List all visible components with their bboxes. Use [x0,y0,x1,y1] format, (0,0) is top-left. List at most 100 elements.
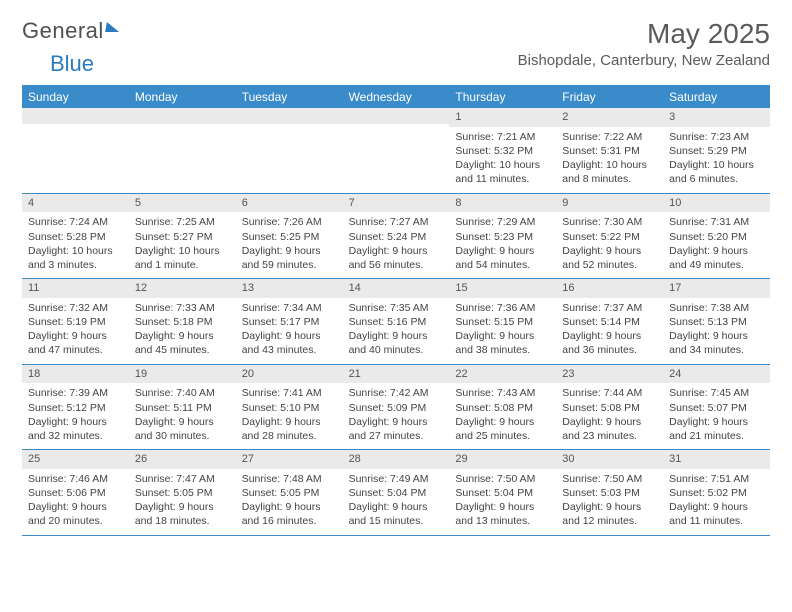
day-cell: 3Sunrise: 7:23 AMSunset: 5:29 PMDaylight… [663,108,770,193]
sunrise-text: Sunrise: 7:32 AM [28,301,123,315]
day-number: 17 [663,279,770,298]
day-body: Sunrise: 7:27 AMSunset: 5:24 PMDaylight:… [343,212,450,278]
day-cell: 15Sunrise: 7:36 AMSunset: 5:15 PMDayligh… [449,279,556,364]
day-body: Sunrise: 7:45 AMSunset: 5:07 PMDaylight:… [663,383,770,449]
sunrise-text: Sunrise: 7:22 AM [562,130,657,144]
day-body [343,124,450,184]
sunset-text: Sunset: 5:27 PM [135,230,230,244]
weekday-tue: Tuesday [236,86,343,108]
day-cell [22,108,129,193]
weekday-wed: Wednesday [343,86,450,108]
sunset-text: Sunset: 5:08 PM [562,401,657,415]
day-body: Sunrise: 7:41 AMSunset: 5:10 PMDaylight:… [236,383,343,449]
day-number: 4 [22,194,129,213]
daylight-text: Daylight: 9 hours and 45 minutes. [135,329,230,357]
sunrise-text: Sunrise: 7:26 AM [242,215,337,229]
day-cell: 10Sunrise: 7:31 AMSunset: 5:20 PMDayligh… [663,194,770,279]
sunrise-text: Sunrise: 7:43 AM [455,386,550,400]
daylight-text: Daylight: 9 hours and 11 minutes. [669,500,764,528]
day-number: 14 [343,279,450,298]
weekday-thu: Thursday [449,86,556,108]
sunrise-text: Sunrise: 7:34 AM [242,301,337,315]
day-body: Sunrise: 7:42 AMSunset: 5:09 PMDaylight:… [343,383,450,449]
day-body: Sunrise: 7:44 AMSunset: 5:08 PMDaylight:… [556,383,663,449]
daylight-text: Daylight: 9 hours and 28 minutes. [242,415,337,443]
daylight-text: Daylight: 9 hours and 54 minutes. [455,244,550,272]
day-number: 2 [556,108,663,127]
day-cell: 30Sunrise: 7:50 AMSunset: 5:03 PMDayligh… [556,450,663,535]
sunset-text: Sunset: 5:07 PM [669,401,764,415]
daylight-text: Daylight: 9 hours and 36 minutes. [562,329,657,357]
day-body: Sunrise: 7:21 AMSunset: 5:32 PMDaylight:… [449,127,556,193]
sunset-text: Sunset: 5:04 PM [349,486,444,500]
sunrise-text: Sunrise: 7:47 AM [135,472,230,486]
sunrise-text: Sunrise: 7:41 AM [242,386,337,400]
day-number: 28 [343,450,450,469]
daylight-text: Daylight: 9 hours and 18 minutes. [135,500,230,528]
day-body: Sunrise: 7:25 AMSunset: 5:27 PMDaylight:… [129,212,236,278]
weekday-header: Sunday Monday Tuesday Wednesday Thursday… [22,85,770,108]
daylight-text: Daylight: 9 hours and 15 minutes. [349,500,444,528]
day-body: Sunrise: 7:29 AMSunset: 5:23 PMDaylight:… [449,212,556,278]
day-cell: 1Sunrise: 7:21 AMSunset: 5:32 PMDaylight… [449,108,556,193]
day-number: 16 [556,279,663,298]
sunset-text: Sunset: 5:10 PM [242,401,337,415]
day-body: Sunrise: 7:37 AMSunset: 5:14 PMDaylight:… [556,298,663,364]
sunset-text: Sunset: 5:08 PM [455,401,550,415]
day-number: 19 [129,365,236,384]
day-number [343,108,450,124]
sunrise-text: Sunrise: 7:48 AM [242,472,337,486]
day-number: 23 [556,365,663,384]
daylight-text: Daylight: 9 hours and 56 minutes. [349,244,444,272]
sunrise-text: Sunrise: 7:21 AM [455,130,550,144]
day-cell: 27Sunrise: 7:48 AMSunset: 5:05 PMDayligh… [236,450,343,535]
sunset-text: Sunset: 5:19 PM [28,315,123,329]
daylight-text: Daylight: 9 hours and 25 minutes. [455,415,550,443]
weeks-container: 1Sunrise: 7:21 AMSunset: 5:32 PMDaylight… [22,108,770,536]
sunset-text: Sunset: 5:18 PM [135,315,230,329]
sunrise-text: Sunrise: 7:25 AM [135,215,230,229]
daylight-text: Daylight: 10 hours and 1 minute. [135,244,230,272]
sunset-text: Sunset: 5:22 PM [562,230,657,244]
day-cell: 2Sunrise: 7:22 AMSunset: 5:31 PMDaylight… [556,108,663,193]
location-text: Bishopdale, Canterbury, New Zealand [518,52,770,69]
daylight-text: Daylight: 9 hours and 52 minutes. [562,244,657,272]
sunrise-text: Sunrise: 7:30 AM [562,215,657,229]
day-cell [236,108,343,193]
day-number: 25 [22,450,129,469]
day-body: Sunrise: 7:38 AMSunset: 5:13 PMDaylight:… [663,298,770,364]
day-body: Sunrise: 7:22 AMSunset: 5:31 PMDaylight:… [556,127,663,193]
day-cell: 22Sunrise: 7:43 AMSunset: 5:08 PMDayligh… [449,365,556,450]
day-number: 30 [556,450,663,469]
day-cell: 20Sunrise: 7:41 AMSunset: 5:10 PMDayligh… [236,365,343,450]
day-cell [343,108,450,193]
day-body: Sunrise: 7:24 AMSunset: 5:28 PMDaylight:… [22,212,129,278]
daylight-text: Daylight: 9 hours and 16 minutes. [242,500,337,528]
sunrise-text: Sunrise: 7:35 AM [349,301,444,315]
day-cell: 26Sunrise: 7:47 AMSunset: 5:05 PMDayligh… [129,450,236,535]
day-number [22,108,129,124]
sunset-text: Sunset: 5:31 PM [562,144,657,158]
day-body: Sunrise: 7:46 AMSunset: 5:06 PMDaylight:… [22,469,129,535]
calendar-page: General May 2025 Bishopdale, Canterbury,… [0,0,792,546]
daylight-text: Daylight: 9 hours and 21 minutes. [669,415,764,443]
day-cell: 11Sunrise: 7:32 AMSunset: 5:19 PMDayligh… [22,279,129,364]
week-row: 4Sunrise: 7:24 AMSunset: 5:28 PMDaylight… [22,194,770,280]
week-row: 25Sunrise: 7:46 AMSunset: 5:06 PMDayligh… [22,450,770,536]
day-cell: 29Sunrise: 7:50 AMSunset: 5:04 PMDayligh… [449,450,556,535]
day-number: 18 [22,365,129,384]
day-number [236,108,343,124]
sunrise-text: Sunrise: 7:31 AM [669,215,764,229]
day-body: Sunrise: 7:43 AMSunset: 5:08 PMDaylight:… [449,383,556,449]
sunrise-text: Sunrise: 7:42 AM [349,386,444,400]
sunrise-text: Sunrise: 7:33 AM [135,301,230,315]
day-body: Sunrise: 7:36 AMSunset: 5:15 PMDaylight:… [449,298,556,364]
day-number: 7 [343,194,450,213]
sunset-text: Sunset: 5:28 PM [28,230,123,244]
sunrise-text: Sunrise: 7:49 AM [349,472,444,486]
day-body: Sunrise: 7:31 AMSunset: 5:20 PMDaylight:… [663,212,770,278]
day-number: 27 [236,450,343,469]
month-title: May 2025 [518,18,770,50]
daylight-text: Daylight: 9 hours and 49 minutes. [669,244,764,272]
title-block: May 2025 Bishopdale, Canterbury, New Zea… [518,18,770,69]
